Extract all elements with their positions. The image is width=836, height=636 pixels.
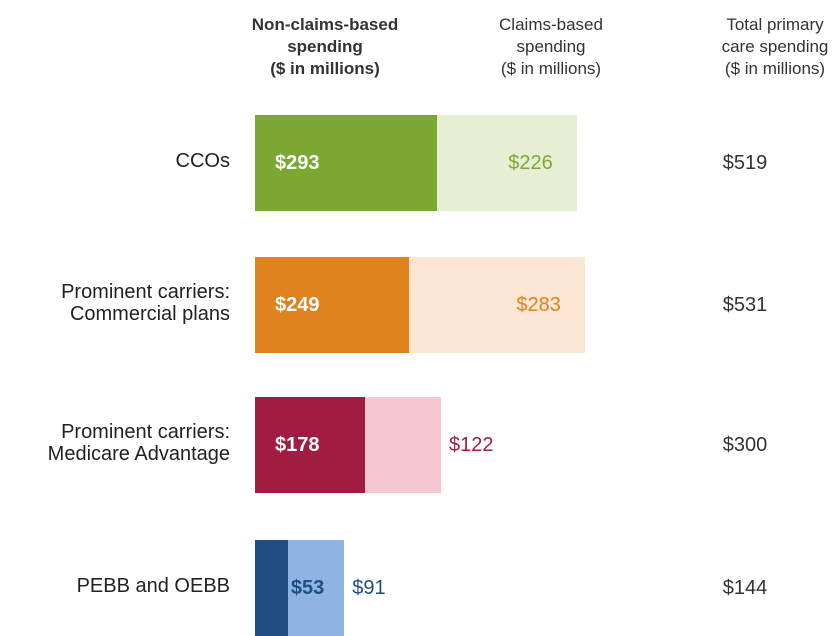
data-label: $53 bbox=[290, 577, 325, 599]
series-header: Claims-based spending ($ in millions) bbox=[499, 15, 603, 78]
total-label: $519 bbox=[722, 152, 768, 174]
total-label: $300 bbox=[722, 434, 768, 456]
data-label: $249 bbox=[275, 294, 320, 316]
bar-segment bbox=[255, 397, 366, 493]
data-label: $91 bbox=[352, 577, 386, 599]
series-header: Non-claims-based spending ($ in millions… bbox=[251, 15, 399, 78]
data-label: $226 bbox=[508, 152, 553, 174]
data-label: $293 bbox=[275, 152, 320, 174]
total-label: $144 bbox=[722, 577, 768, 599]
data-label: $283 bbox=[516, 294, 561, 316]
bar-segment bbox=[255, 257, 410, 353]
data-label: $122 bbox=[449, 434, 494, 456]
bar-segment bbox=[409, 257, 585, 353]
bar-segment bbox=[436, 115, 577, 211]
category-label: Prominent carriers: Medicare Advantage bbox=[47, 421, 230, 465]
bar-segment bbox=[255, 540, 288, 636]
total-label: $531 bbox=[722, 294, 768, 316]
bar-segment bbox=[365, 397, 441, 493]
totals-header: Total primary care spending ($ in millio… bbox=[721, 15, 829, 78]
category-label: Prominent carriers: Commercial plans bbox=[61, 281, 230, 325]
data-label: $178 bbox=[275, 434, 320, 456]
bar-segment bbox=[287, 540, 345, 636]
bar-segment bbox=[255, 115, 437, 211]
category-label: CCOs bbox=[175, 150, 230, 172]
category-label: PEBB and OEBB bbox=[76, 575, 230, 597]
